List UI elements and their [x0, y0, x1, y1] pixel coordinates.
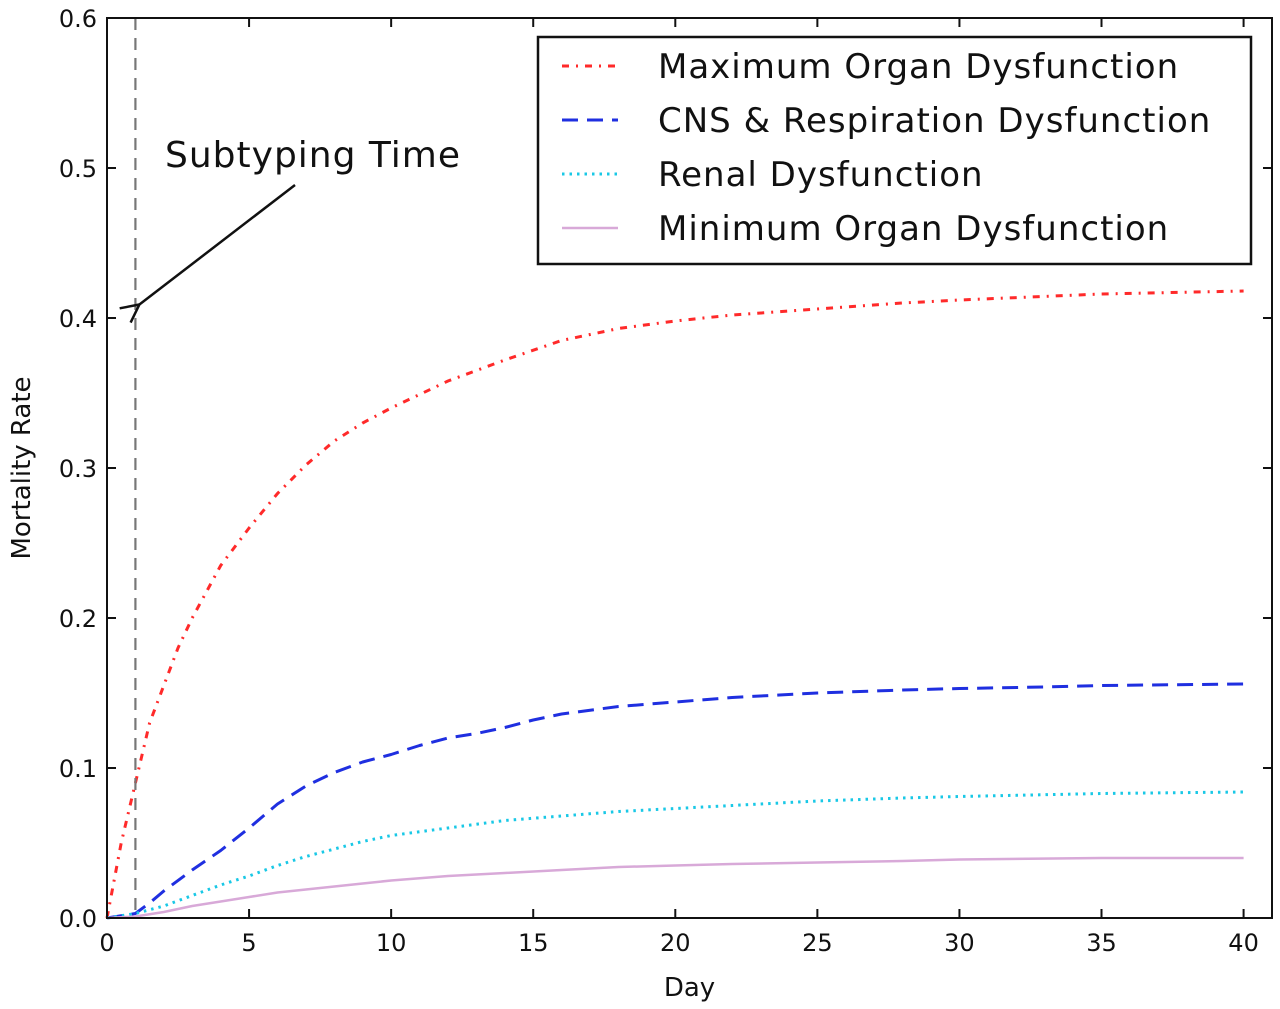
- series-line-1: [106, 682, 1244, 920]
- x-tick-label: 20: [660, 929, 691, 957]
- y-tick-label: 0.6: [59, 5, 97, 33]
- y-tick-label: 0.1: [59, 755, 97, 783]
- y-tick-label: 0.3: [59, 455, 97, 483]
- x-axis-label: Day: [664, 973, 715, 1003]
- legend-label-1: CNS & Respiration Dysfunction: [658, 101, 1211, 141]
- x-tick-label: 5: [241, 929, 256, 957]
- y-tick-label: 0.4: [59, 305, 97, 333]
- x-tick-label: 10: [376, 929, 407, 957]
- legend-label-0: Maximum Organ Dysfunction: [658, 47, 1179, 87]
- series-line-0: [105, 289, 1244, 919]
- x-tick-label: 25: [802, 929, 833, 957]
- axis-ticks: 0 5 10 15 20 25 30 35 40 0.0 0.1 0.2 0.3 0.4 0.5 0.6: [59, 5, 1272, 957]
- subtyping-time-arrow: [139, 184, 296, 305]
- y-tick-label: 0.5: [59, 155, 97, 183]
- y-tick-label: 0.0: [59, 905, 97, 933]
- series-group: [105, 289, 1244, 920]
- x-tick-label: 35: [1086, 929, 1117, 957]
- series-line-2: [106, 790, 1244, 920]
- series-line-3: [106, 856, 1244, 920]
- legend-label-3: Minimum Organ Dysfunction: [658, 209, 1169, 249]
- legend: Maximum Organ Dysfunction CNS & Respirati…: [536, 35, 1253, 266]
- y-tick-label: 0.2: [59, 605, 97, 633]
- x-tick-label: 0: [99, 929, 114, 957]
- x-tick-label: 30: [944, 929, 975, 957]
- y-axis-label: Mortality Rate: [7, 376, 37, 559]
- legend-label-2: Renal Dysfunction: [658, 155, 984, 195]
- subtyping-time-label: Subtyping Time: [165, 135, 461, 176]
- legend-box: [536, 35, 1253, 266]
- annotation-group: Subtyping Time: [135, 18, 461, 918]
- x-tick-label: 15: [518, 929, 549, 957]
- x-tick-label: 40: [1228, 929, 1259, 957]
